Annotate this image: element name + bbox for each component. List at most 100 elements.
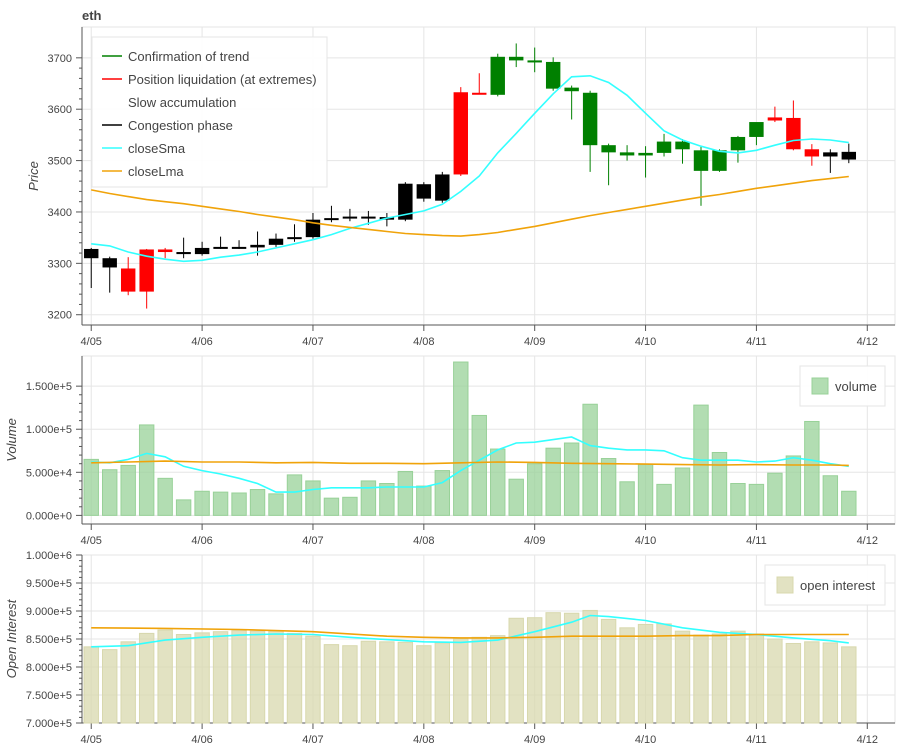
x-tick-label: 4/11 [746, 734, 767, 746]
open-interest-panel: 7.000e+5 7.500e+5 8.000e+5 8.500e+5 9.000e+5… [4, 550, 896, 746]
bar [600, 618, 617, 724]
candle-body [157, 249, 173, 253]
legend-label: closeSma [128, 141, 186, 156]
y-tick-label: 3400 [48, 207, 72, 219]
bar [360, 640, 377, 724]
bar [545, 447, 561, 516]
bar [379, 483, 395, 516]
series-line-closeLma [91, 627, 849, 639]
candle-body [176, 252, 191, 255]
y-tick-label: 0.000e+0 [26, 510, 72, 522]
bar [804, 641, 820, 724]
bar [138, 632, 155, 724]
candle-body [823, 152, 838, 157]
bar [508, 478, 524, 516]
bar [841, 490, 857, 516]
candle-body [786, 117, 801, 150]
bar [249, 489, 266, 516]
bar [379, 641, 395, 724]
bar [600, 458, 617, 516]
bar [175, 634, 192, 724]
candle-body [527, 60, 542, 63]
bar [582, 609, 598, 724]
y-tick-label: 5.000e+4 [26, 467, 72, 479]
x-tick-label: 4/07 [302, 734, 323, 746]
bar [804, 420, 820, 516]
bar [416, 485, 432, 516]
bar [175, 499, 192, 516]
candle-body [268, 238, 284, 245]
candle-body [416, 184, 432, 199]
bar [785, 642, 802, 724]
bar [619, 627, 635, 724]
legend-box [91, 36, 328, 188]
legend-swatch [776, 576, 794, 594]
bar [323, 644, 340, 724]
bar [397, 470, 414, 516]
bar [212, 631, 229, 724]
candle-body [342, 216, 358, 219]
bar [194, 490, 210, 516]
bar [194, 632, 210, 724]
x-tick-label: 4/05 [81, 535, 102, 547]
bar [83, 646, 99, 724]
bar [231, 492, 247, 516]
candle-body [564, 87, 579, 92]
bar [637, 623, 654, 724]
bar [526, 463, 543, 516]
bar [360, 480, 377, 516]
candle-body [841, 151, 857, 160]
legend-label: volume [835, 379, 877, 394]
x-tick-label: 4/12 [857, 336, 878, 348]
bar [268, 630, 284, 724]
chart-title: eth [82, 8, 102, 23]
y-axis-title: Price [26, 161, 41, 191]
x-tick-label: 4/12 [857, 535, 878, 547]
candle-body [435, 174, 450, 201]
bar [490, 635, 506, 724]
candle-body [582, 92, 598, 146]
legend-label: open interest [800, 578, 876, 593]
y-tick-label: 3600 [48, 104, 72, 116]
bar [619, 481, 635, 516]
candle-body [804, 149, 820, 157]
y-axis-title: Volume [4, 418, 19, 462]
x-tick-label: 4/08 [413, 734, 434, 746]
legend-label: Slow accumulation [128, 95, 236, 110]
y-tick-label: 3300 [48, 258, 72, 270]
candle-body [601, 145, 616, 153]
bar [748, 483, 765, 516]
candle-body [102, 258, 117, 268]
bar [323, 497, 340, 516]
bar [490, 448, 506, 516]
bar [822, 642, 839, 724]
candle-body [231, 246, 247, 249]
candle-body [712, 150, 727, 171]
x-tick-label: 4/07 [302, 535, 323, 547]
legend-label: Position liquidation (at extremes) [128, 72, 317, 87]
bar [656, 483, 672, 516]
bar [471, 636, 487, 724]
candle-body [398, 183, 413, 220]
y-tick-label: 8.000e+5 [26, 662, 72, 674]
series-line-closeLma [91, 460, 849, 467]
legend: volume [799, 365, 886, 407]
bar [508, 617, 524, 724]
bar [286, 632, 303, 724]
legend: Confirmation of trend Position liquidatio… [91, 36, 328, 188]
bar [416, 645, 432, 724]
bar [453, 361, 469, 516]
bar [822, 475, 839, 516]
bar [730, 483, 746, 516]
bar [102, 469, 118, 516]
candle-body [361, 216, 376, 219]
bar [526, 617, 543, 724]
legend-label: closeLma [128, 164, 184, 179]
y-tick-label: 1.000e+5 [26, 424, 72, 436]
candle-body [545, 61, 561, 89]
bar [434, 470, 451, 516]
bar [157, 477, 173, 516]
candle-body [287, 237, 302, 240]
y-axis-title: Open Interest [4, 598, 19, 678]
